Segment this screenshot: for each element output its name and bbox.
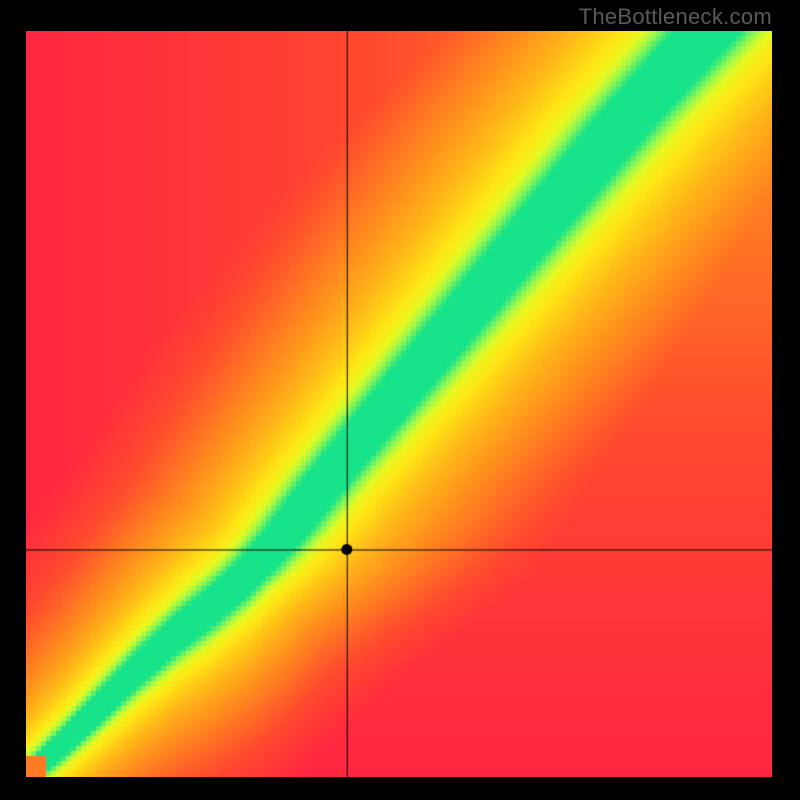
bottleneck-heatmap <box>26 31 772 777</box>
chart-container: TheBottleneck.com <box>0 0 800 800</box>
watermark-text: TheBottleneck.com <box>579 4 772 30</box>
